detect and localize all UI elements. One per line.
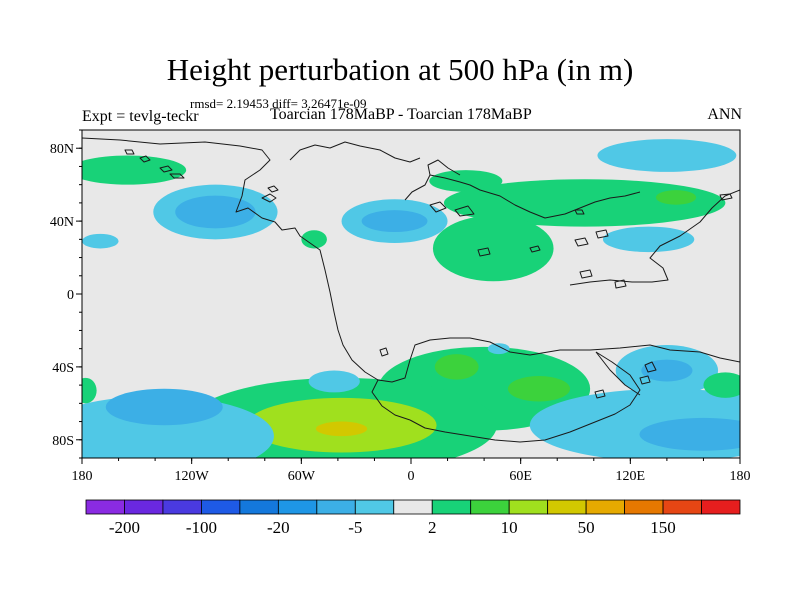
anomaly-region-20 (315, 421, 368, 437)
anomaly-layer (82, 139, 740, 458)
y-tick-label-5: 80S (52, 434, 74, 449)
anomaly-region-7 (361, 210, 428, 233)
colorbar-box-7 (316, 499, 356, 515)
colorbar-box-10 (431, 499, 472, 515)
anomaly-region-16 (507, 376, 571, 402)
x-tick-label-3: 60W (288, 469, 316, 484)
colorbar-box-2 (124, 499, 164, 515)
coastline-australia-west (595, 351, 641, 396)
island-6 (124, 149, 135, 155)
case-label: Toarcian 178MaBP - Toarcian 178MaBP (270, 106, 532, 123)
y-tick-label-2: 40N (50, 215, 74, 230)
colorbar-label-1: -200 (109, 518, 140, 537)
colorbar-label-2: -100 (186, 518, 217, 537)
axis-ticks: 180 120W 60W 0 60E 120E 180 80N 40N 0 40S 80S (50, 129, 751, 484)
colorbar-box-14 (585, 499, 625, 515)
island-11 (595, 229, 609, 239)
anomaly-region-11 (597, 139, 737, 172)
colorbar-box-13 (547, 499, 587, 515)
anomaly-region-10 (655, 190, 697, 205)
coastline-tethys-central (429, 174, 641, 219)
colorbar-box-5 (239, 499, 279, 515)
island-1 (261, 193, 277, 203)
colorbar-box-15 (624, 499, 664, 515)
colorbar-label-6: 10 (501, 518, 518, 537)
colorbar-box-11 (470, 499, 510, 515)
coastline-north-pangaea (82, 137, 740, 383)
anomaly-region-13 (432, 215, 554, 282)
island-2 (267, 185, 279, 193)
experiment-label: Expt = tevlg-teckr (82, 108, 199, 125)
y-tick-label-1: 80N (50, 142, 74, 157)
island-19 (594, 389, 606, 399)
x-tick-label-1: 180 (72, 469, 93, 484)
island-7 (429, 201, 447, 213)
anomaly-region-9 (443, 179, 726, 227)
colorbar-label-7: 50 (578, 518, 595, 537)
x-tick-label-5: 60E (509, 469, 532, 484)
x-tick-label-4: 0 (408, 469, 415, 484)
island-8 (454, 205, 475, 217)
anomaly-region-29 (82, 377, 97, 404)
colorbar-box-16 (662, 499, 702, 515)
colorbar-box-1 (85, 499, 125, 515)
island-5 (139, 155, 151, 163)
colorbar-box-17 (701, 499, 741, 515)
island-18 (639, 375, 651, 385)
season-label: ANN (707, 106, 742, 123)
anomaly-region-2 (175, 195, 256, 229)
x-tick-label-6: 120E (616, 469, 646, 484)
island-17 (644, 361, 657, 373)
anomaly-region-21 (308, 370, 360, 393)
coastline-gondwana-southwest (371, 379, 411, 421)
x-tick-label-7: 180 (730, 469, 751, 484)
island-10 (574, 237, 589, 247)
anomaly-region-5 (301, 230, 327, 249)
colorbar-label-5: 2 (428, 518, 437, 537)
y-tick-label-4: 40S (52, 361, 74, 376)
colorbar-box-6 (277, 499, 318, 515)
island-16 (719, 193, 733, 201)
coastlines (82, 137, 740, 443)
y-tick-label-3: 0 (67, 288, 74, 303)
anomaly-region-12 (602, 226, 695, 253)
anomaly-region-15 (434, 354, 479, 380)
island-15 (574, 209, 585, 215)
coastline-arctic-bay (404, 159, 461, 201)
colorbar-box-3 (162, 499, 202, 515)
anomaly-region-27 (641, 359, 693, 382)
anomaly-region-23 (105, 388, 223, 426)
island-12 (529, 245, 541, 253)
island-20 (379, 347, 389, 357)
colorbar: -200 -100 -20 -5 2 10 50 150 (85, 499, 741, 537)
colorbar-label-8: 150 (650, 518, 676, 537)
island-4 (169, 173, 185, 179)
colorbar-label-3: -20 (267, 518, 290, 537)
anomaly-region-4 (82, 233, 119, 249)
colorbar-box-8 (354, 499, 395, 515)
island-13 (579, 269, 593, 279)
island-14 (614, 279, 627, 289)
map-title: Height perturbation at 500 hPa (in m) (166, 52, 634, 87)
island-3 (159, 165, 173, 173)
anomaly-region-3 (82, 155, 187, 185)
coastline-arctic (289, 141, 421, 163)
colorbar-box-9 (393, 499, 433, 515)
coastline-south-gondwana (409, 351, 641, 443)
anomaly-region-17 (487, 343, 510, 355)
anomaly-region-25 (639, 417, 740, 451)
colorbar-box-12 (508, 499, 549, 515)
colorbar-label-4: -5 (348, 518, 362, 537)
stats-label: rmsd= 2.19453 diff= 3.26471e-09 (190, 96, 367, 111)
anomaly-region-28 (703, 372, 740, 398)
coastline-tethys-east (569, 189, 740, 286)
island-9 (477, 247, 491, 257)
x-tick-label-2: 120W (175, 469, 210, 484)
colorbar-box-4 (201, 499, 241, 515)
